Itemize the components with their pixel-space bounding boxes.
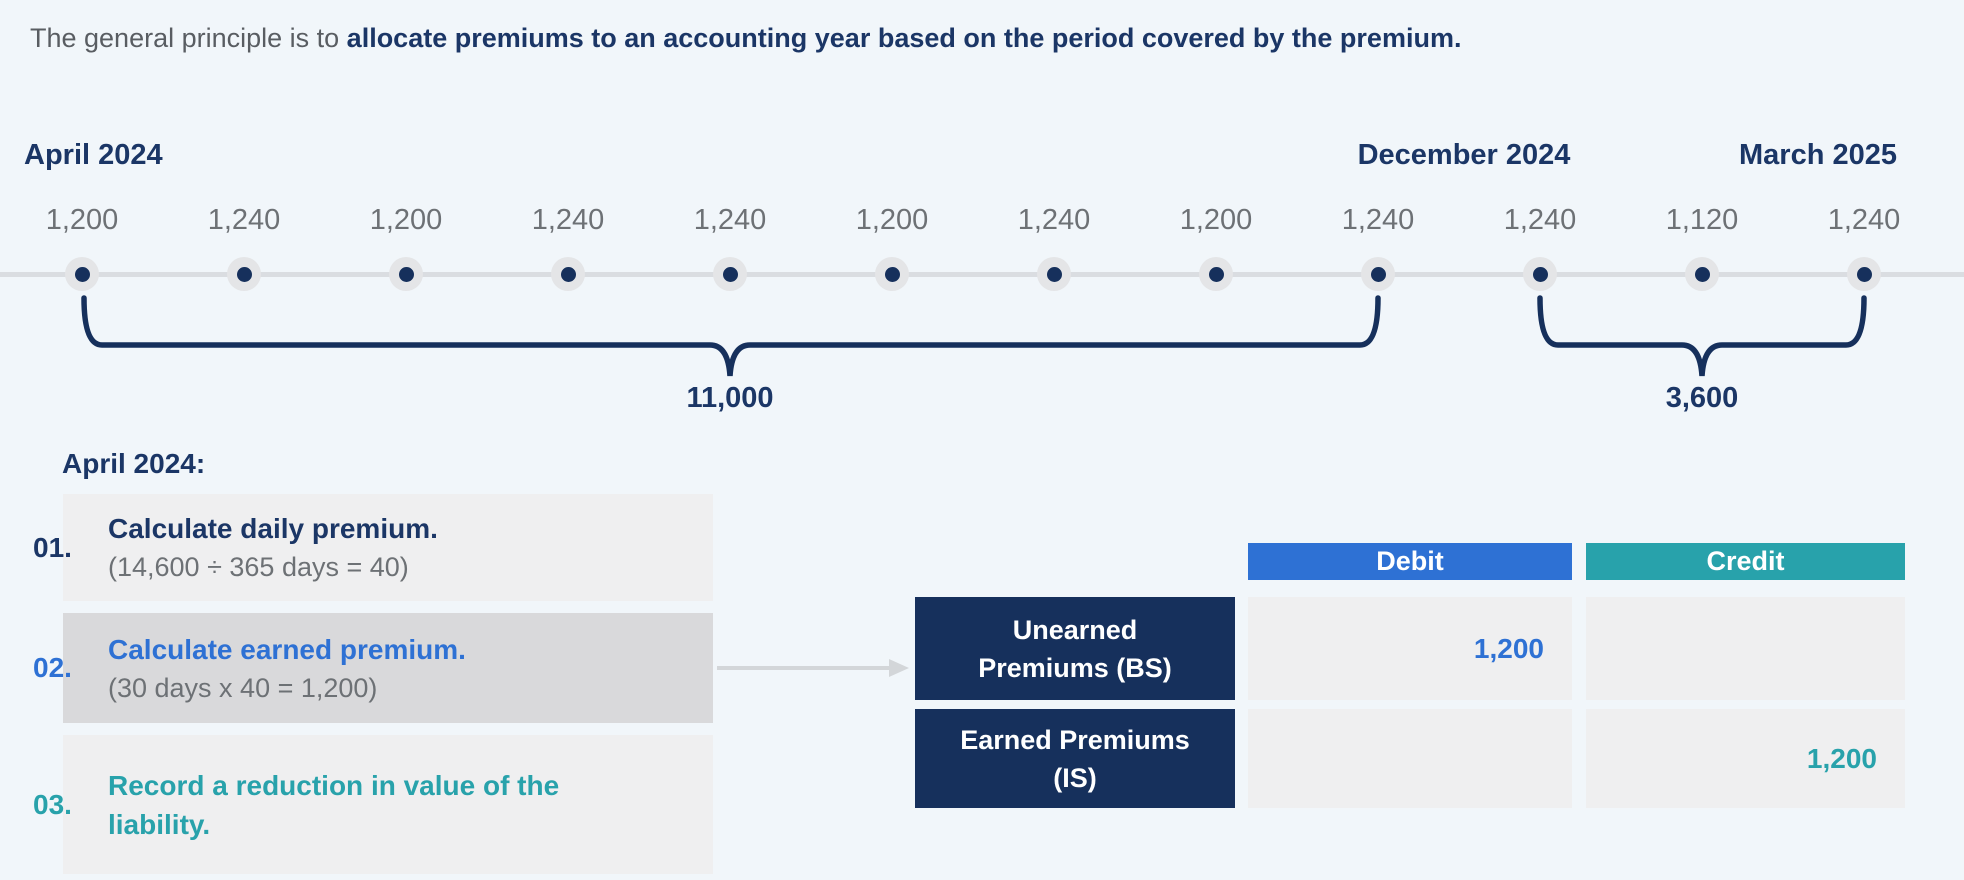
timeline-point: 1,200 [1146, 203, 1286, 291]
intro-emphasis: allocate premiums to an accounting year … [346, 23, 1462, 53]
intro-lead: The general principle is to [30, 23, 347, 53]
timeline-dot-icon [389, 257, 423, 291]
premium-value: 1,240 [207, 204, 281, 236]
timeline-dot-icon [713, 257, 747, 291]
premium-value: 1,200 [855, 204, 929, 236]
premium-value: 1,240 [1503, 204, 1577, 236]
premium-value: 1,240 [1827, 204, 1901, 236]
timeline-dot-icon [65, 257, 99, 291]
step-2-number: 02. [33, 652, 72, 683]
step-3-number: 03. [33, 788, 72, 820]
step-2-detail: (30 days x 40 = 1,200) [108, 672, 378, 703]
step-1-detail: (14,600 ÷ 365 days = 40) [108, 552, 409, 582]
timeline-point: 1,240 [174, 203, 314, 291]
premium-value: 1,200 [369, 204, 443, 236]
premium-value: 1,240 [1017, 204, 1091, 236]
milestone-march-2025: March 2025 [1739, 139, 1897, 171]
timeline-point: 1,240 [498, 203, 638, 291]
journal-header-credit: Credit [1586, 543, 1905, 580]
step-2-calculate-earned-premium: 02. Calculate earned premium. (30 days x… [33, 613, 713, 723]
journal-account-unearned-premiums: Unearned Premiums (BS) [915, 597, 1235, 700]
timeline-line [0, 272, 1964, 277]
timeline-point: 1,120 [1632, 203, 1772, 291]
timeline-dot-icon [227, 257, 261, 291]
timeline-point: 1,240 [660, 203, 800, 291]
timeline-dot-icon [875, 257, 909, 291]
premium-value: 1,120 [1665, 204, 1739, 236]
brace-april-to-december-icon [81, 295, 1381, 377]
timeline-point: 1,240 [1308, 203, 1448, 291]
timeline-dot-icon [551, 257, 585, 291]
premium-value: 1,240 [531, 204, 605, 236]
milestone-april-2024: April 2024 [24, 139, 163, 171]
journal-account-label: Unearned Premiums (BS) [978, 614, 1172, 683]
step-1-title: Calculate daily premium. [108, 513, 438, 544]
journal-cell-credit-earned: 1,200 [1586, 709, 1905, 808]
journal-account-earned-premiums: Earned Premiums (IS) [915, 709, 1235, 808]
timeline-dot-icon [1685, 257, 1719, 291]
step-1-number: 01. [33, 531, 72, 563]
journal-cell-debit-unearned: 1,200 [1248, 597, 1572, 700]
timeline-dot-icon [1037, 257, 1071, 291]
brace-total-apr-dec: 11,000 [686, 382, 774, 414]
step-2-title: Calculate earned premium. [108, 633, 466, 665]
journal-cell-debit-earned [1248, 709, 1572, 808]
journal-cell-credit-unearned [1586, 597, 1905, 700]
timeline-point: 1,240 [984, 203, 1124, 291]
brace-total-jan-mar: 3,600 [1665, 382, 1739, 414]
timeline-dot-icon [1847, 257, 1881, 291]
milestone-december-2024: December 2024 [1357, 139, 1571, 171]
step-3-record-reduction: 03. Record a reduction in value of the l… [33, 735, 713, 874]
timeline-point: 1,200 [822, 203, 962, 291]
premium-value: 1,200 [1179, 204, 1253, 236]
premium-value: 1,240 [1341, 204, 1415, 236]
timeline-dot-icon [1523, 257, 1557, 291]
brace-january-to-march-icon [1537, 295, 1867, 377]
timeline-point: 1,240 [1470, 203, 1610, 291]
arrow-right-icon [717, 659, 909, 677]
timeline-point: 1,200 [336, 203, 476, 291]
journal-account-label: Earned Premiums (IS) [960, 724, 1190, 793]
journal-header-debit: Debit [1248, 543, 1572, 580]
intro-sentence: The general principle is to allocate pre… [30, 20, 1930, 56]
step-1-calculate-daily-premium: 01. Calculate daily premium. (14,600 ÷ 3… [33, 494, 713, 601]
premium-value: 1,200 [45, 204, 119, 236]
timeline-dot-icon [1199, 257, 1233, 291]
timeline-dot-icon [1361, 257, 1395, 291]
steps-heading: April 2024: [62, 448, 206, 479]
timeline-point: 1,240 [1794, 203, 1934, 291]
premium-value: 1,240 [693, 204, 767, 236]
step-3-title: Record a reduction in value of the liabi… [108, 769, 560, 840]
timeline-point: 1,200 [12, 203, 152, 291]
